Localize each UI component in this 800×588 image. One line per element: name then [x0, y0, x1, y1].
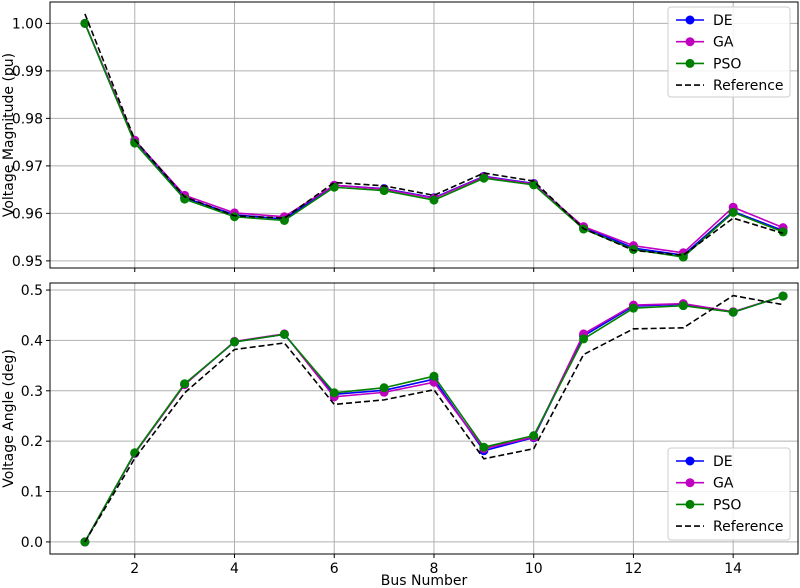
x-tick-label: 2 [130, 561, 139, 577]
legend-label-de: DE [713, 13, 733, 29]
data-point-pso [678, 252, 688, 262]
data-point-pso [529, 180, 539, 190]
y-tick-label: 0.3 [21, 384, 43, 400]
x-tick-label: 4 [230, 561, 239, 577]
y-tick-label: 1.00 [12, 16, 43, 32]
legend-marker-de [685, 456, 695, 466]
x-tick-label: 12 [625, 561, 643, 577]
legend-label-de: DE [713, 454, 733, 470]
data-point-pso [279, 329, 289, 339]
x-tick-label: 10 [525, 561, 543, 577]
legend-marker-pso [685, 499, 695, 509]
legend-box [667, 447, 791, 541]
x-axis-label: Bus Number [381, 573, 468, 588]
legend-label-reference: Reference [713, 519, 784, 535]
data-point-pso [379, 383, 389, 393]
data-point-pso [279, 216, 289, 225]
legend-box [667, 6, 791, 98]
x-tick-label: 6 [330, 561, 339, 577]
legend-marker-pso [685, 58, 695, 68]
data-point-pso [379, 186, 389, 196]
legend-label-ga: GA [713, 35, 734, 51]
data-point-pso [230, 337, 240, 347]
y-tick-label: 0.95 [12, 254, 43, 270]
series-line-reference [84, 294, 784, 543]
legend: DE GA PSO Reference [667, 6, 791, 98]
data-point-pso [80, 18, 90, 28]
x-tick-label: 8 [430, 561, 439, 577]
legend-label-pso: PSO [713, 56, 741, 72]
data-point-pso [628, 244, 638, 254]
data-point-pso [230, 212, 240, 222]
voltage-angle-panel: 2 4 6 8 10 12 14 0.0 0.1 0.2 0.3 0.4 0.5 Voltage Angl… [1, 282, 799, 588]
data-point-pso [130, 138, 140, 148]
data-point-pso [130, 448, 140, 458]
data-point-pso [778, 227, 788, 237]
data-point-pso [429, 371, 439, 381]
data-point-pso [728, 307, 738, 317]
y-tick-label: 0.5 [21, 283, 43, 299]
axes-frame [49, 1, 799, 269]
series-line-reference [84, 13, 784, 256]
data-point-pso [529, 431, 539, 441]
y-axis-label: Voltage Magnitude (pu) [1, 53, 17, 217]
y-tick-label: 0.4 [21, 333, 43, 349]
y-tick-label: 0.1 [21, 485, 43, 501]
y-tick-label: 0.98 [12, 111, 43, 127]
data-point-pso [180, 379, 190, 389]
axes-frame [49, 282, 799, 555]
data-point-pso [329, 388, 339, 398]
y-tick-label: 0.2 [21, 434, 43, 450]
legend-label-reference: Reference [713, 78, 784, 94]
data-point-pso [728, 207, 738, 217]
legend-marker-ga [685, 478, 695, 488]
data-point-pso [180, 194, 190, 204]
legend-label-pso: PSO [713, 497, 741, 513]
legend-marker-de [685, 15, 695, 25]
y-tick-label: 0.97 [12, 159, 43, 175]
y-tick-label: 0.96 [12, 206, 43, 222]
y-tick-label: 0.0 [21, 535, 43, 551]
legend-label-ga: GA [713, 476, 734, 492]
y-axis-label: Voltage Angle (deg) [1, 349, 17, 488]
data-point-pso [579, 334, 589, 344]
x-tick-label: 14 [724, 561, 742, 577]
data-point-pso [778, 291, 788, 301]
data-point-pso [429, 195, 439, 205]
data-point-pso [678, 301, 688, 311]
data-point-pso [479, 442, 489, 452]
data-point-pso [479, 173, 489, 183]
legend-marker-ga [685, 37, 695, 47]
voltage-magnitude-panel: 0.95 0.96 0.97 0.98 0.99 1.00 Voltage Magnitud… [1, 1, 799, 272]
data-point-pso [80, 537, 90, 547]
data-point-pso [628, 303, 638, 313]
legend: DE GA PSO Reference [667, 447, 791, 541]
y-tick-label: 0.99 [12, 64, 43, 80]
